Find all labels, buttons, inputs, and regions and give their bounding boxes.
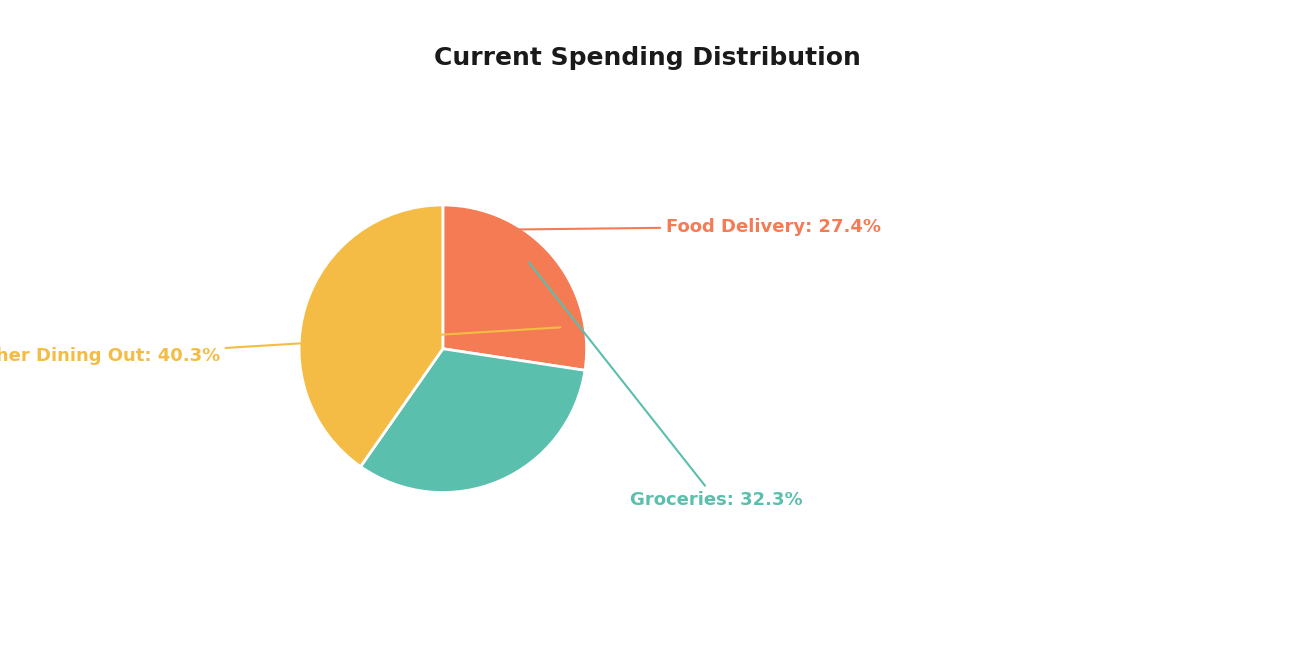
Text: Other Dining Out: 40.3%: Other Dining Out: 40.3% (0, 328, 560, 365)
Wedge shape (299, 205, 443, 467)
Wedge shape (443, 205, 586, 370)
Text: Groceries: 32.3%: Groceries: 32.3% (529, 263, 802, 509)
Text: Current Spending Distribution: Current Spending Distribution (433, 46, 861, 70)
Wedge shape (361, 349, 585, 493)
Text: Food Delivery: 27.4%: Food Delivery: 27.4% (475, 218, 881, 236)
